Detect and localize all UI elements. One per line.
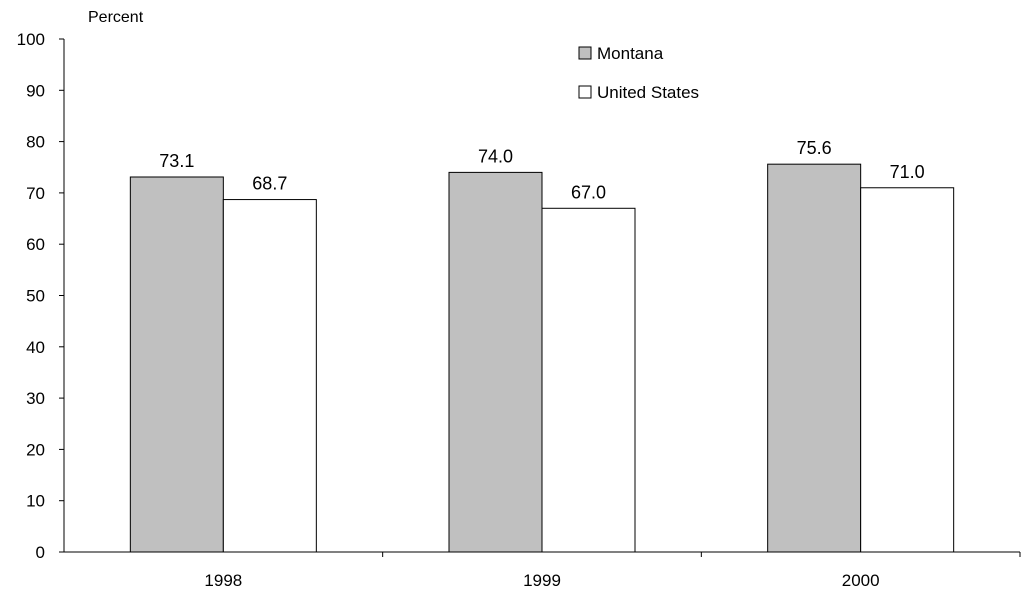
legend: Montana United States — [578, 44, 699, 102]
y-tick-label: 90 — [26, 81, 45, 100]
bars — [129, 163, 955, 553]
x-tick-label: 1998 — [204, 571, 242, 590]
bar-united-states-2000 — [860, 187, 955, 553]
data-label: 75.6 — [797, 138, 832, 158]
y-tick-label: 40 — [26, 338, 45, 357]
data-label: 74.0 — [478, 146, 513, 166]
y-tick-label: 0 — [36, 543, 45, 562]
bar-montana-1999 — [448, 171, 543, 553]
y-tick-label: 80 — [26, 133, 45, 152]
bar-montana-2000 — [767, 163, 862, 553]
y-tick-label: 30 — [26, 389, 45, 408]
y-axis-title: Percent — [88, 9, 144, 26]
y-tick-label: 10 — [26, 492, 45, 511]
legend-swatch-montana — [578, 46, 592, 60]
x-tick-label: 2000 — [842, 571, 880, 590]
y-tick-label: 100 — [17, 30, 45, 49]
legend-label: United States — [597, 83, 699, 102]
value-labels: 73.1 68.7 74.0 67.0 75.6 71.0 — [159, 138, 924, 202]
data-label: 67.0 — [571, 182, 606, 202]
legend-swatch-united-states — [578, 85, 592, 99]
data-label: 68.7 — [252, 174, 287, 194]
bar-united-states-1999 — [541, 207, 636, 553]
bar-united-states-1998 — [222, 199, 317, 553]
y-tick-label: 60 — [26, 235, 45, 254]
x-tick-label: 1999 — [523, 571, 561, 590]
legend-label: Montana — [597, 44, 664, 63]
bar-montana-1998 — [129, 176, 224, 553]
data-label: 71.0 — [890, 162, 925, 182]
y-axis-ticks: 0 10 20 30 40 50 60 70 80 90 100 — [17, 30, 64, 562]
data-label: 73.1 — [159, 151, 194, 171]
y-tick-label: 50 — [26, 287, 45, 306]
y-tick-label: 70 — [26, 184, 45, 203]
x-axis-ticks: 1998 1999 2000 — [204, 552, 1021, 590]
y-tick-label: 20 — [26, 440, 45, 459]
